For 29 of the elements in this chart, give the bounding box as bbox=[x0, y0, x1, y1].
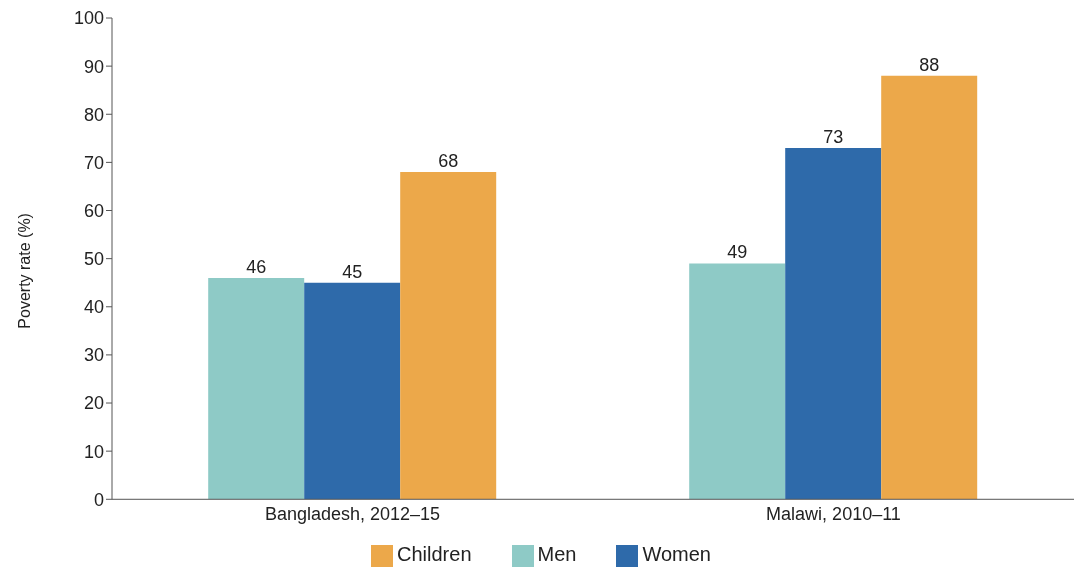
x-tick-label: Bangladesh, 2012–15 bbox=[264, 504, 441, 525]
y-tick-label: 60 bbox=[83, 200, 104, 221]
x-tick-label: Malawi, 2010–11 bbox=[766, 504, 901, 525]
y-tick-label: 0 bbox=[93, 489, 104, 510]
data-label: 73 bbox=[823, 126, 844, 147]
data-label: 49 bbox=[727, 242, 748, 263]
bar bbox=[400, 172, 497, 500]
data-label: 68 bbox=[438, 151, 459, 172]
bar bbox=[881, 75, 978, 500]
y-tick-label: 70 bbox=[83, 152, 104, 173]
bar bbox=[208, 277, 305, 500]
legend-label: Women bbox=[642, 543, 711, 566]
y-tick-label: 40 bbox=[83, 297, 104, 318]
y-tick-label: 50 bbox=[83, 249, 104, 270]
bar bbox=[304, 282, 401, 500]
y-tick-label: 80 bbox=[83, 104, 104, 125]
data-label: 46 bbox=[246, 256, 267, 277]
y-tick-label: 30 bbox=[83, 345, 104, 366]
bar bbox=[689, 263, 786, 500]
legend-label: Men bbox=[537, 543, 577, 566]
y-tick-label: 20 bbox=[83, 393, 104, 414]
y-axis-title: Poverty rate (%) bbox=[15, 213, 33, 329]
y-tick-label: 90 bbox=[83, 56, 104, 77]
data-label: 45 bbox=[342, 261, 363, 282]
y-tick-label: 100 bbox=[73, 8, 104, 29]
bar bbox=[785, 147, 882, 500]
data-label: 88 bbox=[919, 54, 940, 75]
legend-label: Children bbox=[397, 543, 472, 566]
y-tick-label: 10 bbox=[83, 441, 104, 462]
